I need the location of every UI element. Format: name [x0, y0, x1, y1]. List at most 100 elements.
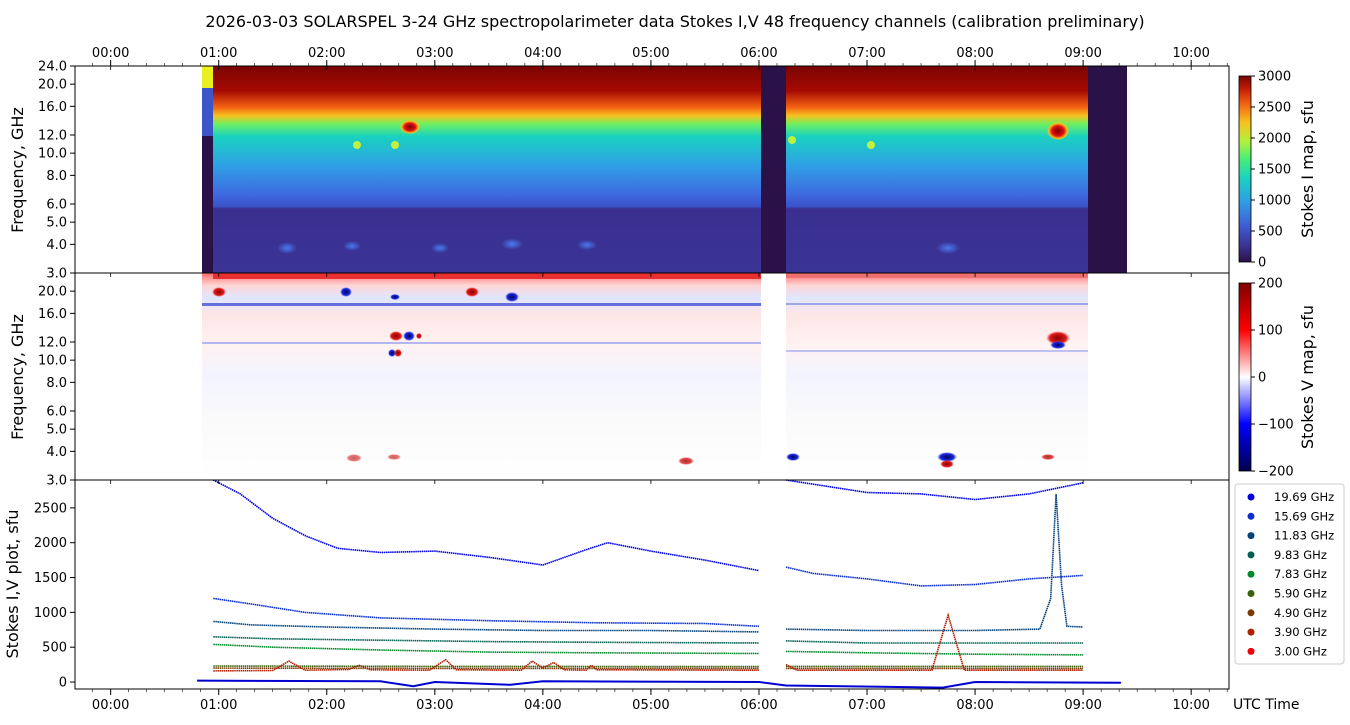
x-tick-label-bottom: 09:00	[1064, 698, 1101, 713]
x-tick-label-bottom: 01:00	[200, 698, 237, 713]
y-tick-label: 1500	[34, 571, 67, 586]
series-line	[212, 479, 760, 572]
stokes-v-panel	[74, 272, 1230, 481]
i-flare-spot	[1047, 122, 1069, 140]
v-map-segment-1	[202, 273, 761, 480]
stokes-iv-plot-panel	[74, 479, 1230, 690]
legend-label: 19.69 GHz	[1274, 490, 1334, 504]
colorbar-tick-label: 2000	[1258, 132, 1291, 147]
y-tick-label: 2000	[34, 536, 67, 551]
series-line	[785, 479, 1084, 501]
x-tick-label-top: 07:00	[848, 46, 885, 61]
colorbar-tick-label: 1000	[1258, 194, 1291, 209]
legend-label: 9.83 GHz	[1274, 548, 1327, 562]
y-tick-label: 20.0	[38, 78, 67, 93]
i-flare-spot	[400, 120, 420, 134]
legend-marker	[1247, 628, 1255, 636]
legend-marker	[1247, 609, 1255, 617]
x-tick-label-top: 01:00	[200, 46, 237, 61]
series-line	[785, 566, 1084, 587]
y-tick-label: 12.0	[38, 336, 67, 351]
v-map-segment-2	[786, 273, 1088, 480]
colorbar-tick-label: 0	[1258, 371, 1266, 386]
x-tick-label-top: 02:00	[308, 46, 345, 61]
v-colorbar-label: Stokes V map, sfu	[1298, 305, 1317, 449]
y-tick-label: 8.0	[46, 169, 67, 184]
x-tick-label-top: 00:00	[92, 46, 129, 61]
colorbar-tick-label: 100	[1258, 324, 1283, 339]
legend-marker	[1247, 512, 1255, 520]
x-tick-label-bottom: 08:00	[956, 698, 993, 713]
x-tick-label-bottom: 10:00	[1172, 698, 1209, 713]
i-map-gap-1	[761, 66, 786, 273]
i-colorbar-label: Stokes I map, sfu	[1298, 100, 1317, 238]
legend-marker	[1247, 532, 1255, 540]
series-line	[213, 636, 760, 644]
figure-title: 2026-03-03 SOLARSPEL 3-24 GHz spectropol…	[205, 12, 1144, 31]
y-tick-label: 4.0	[46, 445, 67, 460]
legend-marker	[1247, 647, 1255, 655]
colorbar-tick-label: 500	[1258, 225, 1283, 240]
y-tick-label: 6.0	[46, 198, 67, 213]
legend-marker	[1247, 493, 1255, 501]
series-line	[785, 650, 1084, 656]
x-tick-label-bottom: 00:00	[92, 698, 129, 713]
colorbar-tick-label: 2500	[1258, 101, 1291, 116]
legend: 19.69 GHz 15.69 GHz 11.83 GHz 9.83 GHz 7.83 …	[1234, 483, 1345, 665]
legend-label: 3.00 GHz	[1274, 644, 1327, 658]
x-tick-label-bottom: 02:00	[308, 698, 345, 713]
legend-label: 15.69 GHz	[1274, 509, 1334, 523]
x-tick-label-top: 09:00	[1064, 46, 1101, 61]
v-trace-line	[197, 679, 1121, 689]
i-map-pre-segment	[202, 66, 213, 273]
series-line	[785, 640, 1084, 644]
legend-marker	[1247, 570, 1255, 578]
x-tick-label-top: 04:00	[524, 46, 561, 61]
v-colorbar: 200 100 0 −100 −200 Stokes V map, sfu	[1238, 277, 1317, 480]
y-tick-label: 16.0	[38, 307, 67, 322]
x-axis-label: UTC Time	[1233, 697, 1299, 713]
y-tick-label: 1000	[34, 606, 67, 621]
y-tick-label: 3.0	[46, 267, 67, 282]
y-tick-label: 5.0	[46, 216, 67, 231]
colorbar-tick-label: 0	[1258, 256, 1266, 271]
stokes-i-panel	[74, 65, 1230, 274]
series-line	[785, 612, 1084, 672]
x-tick-label-bottom: 05:00	[632, 698, 669, 713]
y-tick-label: 4.0	[46, 238, 67, 253]
i-map-ylabel: Frequency, GHz	[8, 107, 27, 233]
y-tick-label: 10.0	[38, 354, 67, 369]
legend-label: 7.83 GHz	[1274, 567, 1327, 581]
y-tick-label: 20.0	[38, 285, 67, 300]
x-tick-label-bottom: 04:00	[524, 698, 561, 713]
i-map-segment-1	[213, 66, 761, 273]
legend-marker	[1247, 590, 1255, 597]
series-line	[213, 597, 760, 628]
v-map-ylabel: Frequency, GHz	[8, 314, 27, 440]
y-tick-label: 5.0	[46, 423, 67, 438]
y-tick-label: 24.0	[38, 60, 67, 75]
series-line	[213, 643, 760, 655]
x-tick-label-top: 03:00	[416, 46, 453, 61]
x-tick-label-top: 10:00	[1172, 46, 1209, 61]
y-tick-label: 3.0	[46, 474, 67, 489]
y-tick-label: 2500	[34, 501, 67, 516]
colorbar-tick-label: 1500	[1258, 163, 1291, 178]
y-tick-label: 500	[42, 641, 67, 656]
x-tick-label-top: 05:00	[632, 46, 669, 61]
y-tick-label: 16.0	[38, 100, 67, 115]
y-tick-label: 12.0	[38, 129, 67, 144]
x-tick-label-bottom: 07:00	[848, 698, 885, 713]
series-line	[785, 493, 1084, 632]
legend-label: 3.90 GHz	[1274, 625, 1327, 639]
series-line	[213, 658, 760, 672]
x-tick-label-top: 08:00	[956, 46, 993, 61]
x-tick-label-bottom: 03:00	[416, 698, 453, 713]
y-tick-label: 6.0	[46, 405, 67, 420]
x-tick-label-bottom: 06:00	[740, 698, 777, 713]
i-colorbar: 3000 2500 2000 1500 1000 500 0 Stokes I map, s…	[1238, 70, 1317, 271]
legend-label: 11.83 GHz	[1274, 529, 1334, 543]
colorbar-tick-label: 200	[1258, 277, 1283, 292]
legend-label: 4.90 GHz	[1274, 606, 1327, 620]
